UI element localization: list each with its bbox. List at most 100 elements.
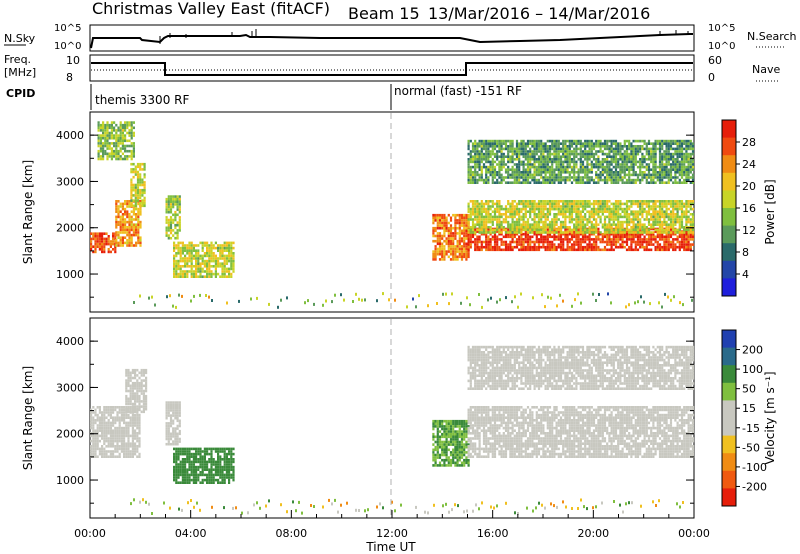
scatter-cell (687, 158, 690, 161)
scatter-cell (658, 163, 662, 166)
scatter-cell (584, 168, 587, 171)
scatter-cell (658, 220, 662, 224)
scatter-cell (489, 205, 492, 208)
scatter-cell (577, 139, 580, 143)
scatter-cell (201, 249, 204, 252)
scatter-cell (132, 175, 135, 179)
scatter-cell (125, 421, 128, 425)
scatter-cell (597, 248, 600, 252)
scatter-cell (614, 218, 618, 221)
scatter-cell (590, 176, 593, 179)
scatter-cell (124, 121, 127, 124)
scatter-cell (654, 150, 657, 153)
scatter-cell (109, 437, 112, 440)
scatter-cell (134, 204, 137, 208)
scatter-cell (687, 202, 690, 206)
scatter-cell (474, 207, 477, 211)
scatter-cell (597, 202, 600, 206)
scatter-cell (557, 238, 560, 241)
scatter-cell (125, 416, 128, 419)
scatter-cell (588, 205, 591, 208)
scatter-cell (172, 195, 175, 198)
scatter-cell (632, 155, 635, 158)
scatter-cell (515, 178, 519, 182)
scatter-cell (175, 252, 178, 255)
scatter-cell (526, 245, 530, 249)
scatter-cell (500, 142, 503, 145)
scatter-cell (167, 218, 170, 222)
scatter-cell (667, 152, 670, 156)
scatter-cell (169, 210, 173, 214)
scatter-cell (562, 147, 565, 151)
scatter-cell (584, 139, 587, 143)
scatter-cell (221, 249, 224, 252)
scatter-cell (634, 215, 637, 219)
scatter-cell (228, 270, 231, 273)
scatter-cell (588, 155, 591, 158)
scatter-cell (564, 152, 567, 156)
scatter-cell (110, 126, 113, 130)
scatter-cell (559, 158, 563, 161)
nsearch-tick-bottom: 10^0 (708, 41, 735, 52)
scatter-cell (557, 202, 560, 206)
scatter-cell (685, 168, 688, 171)
scatter-cell (548, 226, 552, 229)
scatter-cell (645, 228, 648, 232)
scatter-cell (610, 150, 613, 153)
scatter-cell (634, 210, 637, 213)
scatter-cell (123, 429, 126, 432)
scatter-cell (647, 232, 651, 236)
scatter-cell (548, 147, 552, 151)
scatter-cell (680, 139, 684, 143)
scatter-cell (568, 163, 571, 166)
scatter-cell (443, 219, 446, 222)
scatter-cell (210, 252, 213, 255)
scatter-cell (566, 226, 569, 229)
scatter-cell (548, 160, 552, 164)
scatter-cell (436, 250, 439, 253)
scatter-cell (559, 210, 563, 213)
scatter-cell (652, 178, 655, 182)
scatter-cell (197, 257, 200, 260)
scatter-cell (573, 160, 576, 164)
scatter-cell (124, 226, 127, 229)
scatter-cell (542, 181, 545, 184)
scatter-cell (135, 223, 138, 226)
scatter-cell (500, 139, 503, 143)
scatter-cell (518, 178, 521, 182)
scatter-cell (219, 265, 222, 268)
scatter-cell (680, 218, 684, 221)
scatter-cell (502, 213, 505, 216)
scatter-cell (467, 243, 470, 246)
scatter-cell (127, 450, 130, 453)
scatter-cell (555, 238, 558, 241)
scatter-cell (548, 202, 552, 206)
scatter-cell (575, 150, 578, 153)
scatter-cell (485, 173, 488, 177)
scatter-cell (542, 210, 545, 213)
scatter-cell (592, 245, 596, 249)
scatter-cell (469, 176, 472, 179)
scatter-cell (614, 181, 618, 184)
scatter-cell (658, 218, 662, 221)
scatter-cell (436, 224, 439, 227)
scatter-cell (485, 240, 488, 244)
scatter-cell (676, 240, 679, 244)
scatter-cell (478, 213, 481, 216)
scatter-cell (493, 213, 497, 216)
scatter-cell (116, 447, 119, 451)
scatter-cell (606, 215, 609, 219)
scatter-cell (504, 181, 508, 184)
scatter-cell (432, 216, 435, 220)
scatter-cell (526, 228, 530, 232)
scatter-cell (588, 218, 591, 221)
scatter-cell (169, 205, 173, 209)
clutter-cell (559, 293, 561, 297)
scatter-cell (491, 139, 494, 143)
scatter-cell (469, 207, 472, 211)
scatter-cell (562, 200, 565, 203)
scatter-cell (511, 232, 514, 236)
scatter-cell (496, 200, 499, 203)
scatter-cell (509, 231, 512, 234)
scatter-cell (533, 232, 536, 236)
